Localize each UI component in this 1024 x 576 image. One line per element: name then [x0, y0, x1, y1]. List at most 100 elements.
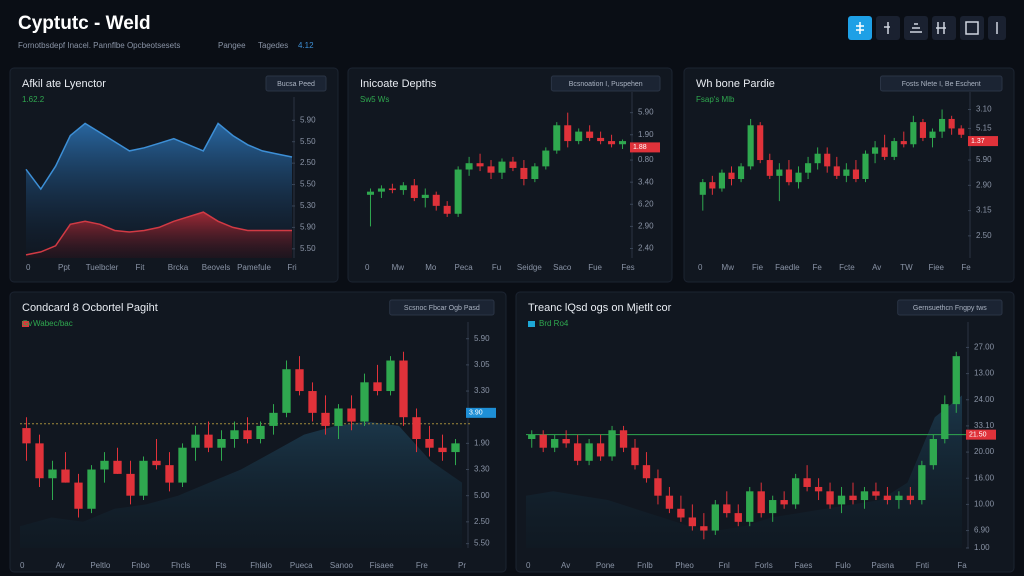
candle-body — [958, 128, 965, 135]
candle-body — [178, 447, 187, 483]
candle-body — [919, 122, 926, 138]
x-tick-label: Av — [56, 561, 65, 570]
candle-body — [709, 182, 716, 189]
panel-button-label: Bcsnoation I, Puspehen — [569, 81, 643, 88]
toolbar — [848, 16, 1006, 40]
panel-button-label: Scsnoc Fbcar Ogb Pasd — [404, 305, 480, 312]
candle-body — [785, 169, 792, 183]
candle-body — [282, 369, 291, 413]
x-tick-label: Fisaee — [370, 561, 395, 570]
x-tick-label: Mw — [392, 263, 405, 272]
panel-button[interactable] — [550, 75, 661, 92]
candle-body — [608, 141, 616, 145]
x-tick-label: Fe — [961, 263, 971, 272]
header-subtitle: 4.12 — [298, 41, 314, 50]
x-tick-label: Seidge — [517, 263, 542, 272]
y-tick-label: 5.90 — [976, 155, 992, 164]
x-tick-label: Fiee — [928, 263, 944, 272]
candle-body — [757, 491, 765, 514]
y-tick-label: 2.40 — [638, 244, 654, 253]
y-tick-label: 2.50 — [474, 517, 490, 526]
x-tick-label: Pueca — [290, 561, 313, 570]
icon — [965, 21, 979, 35]
candle-body — [551, 439, 559, 448]
x-tick-label: Mo — [425, 263, 437, 272]
x-tick-label: Fulo — [835, 561, 851, 570]
x-tick-label: 0 — [698, 263, 703, 272]
y-tick-label: 5.50 — [474, 539, 490, 548]
panel-button[interactable] — [265, 75, 327, 92]
candle-body — [113, 460, 122, 474]
y-tick-label: 10.00 — [974, 500, 995, 509]
candle-body — [100, 460, 109, 470]
panel-button[interactable] — [897, 299, 1003, 316]
candle-body — [596, 443, 605, 457]
x-tick-label: Pone — [596, 561, 615, 570]
panel-button[interactable] — [389, 299, 495, 316]
y-tick-label: 20.00 — [974, 447, 995, 456]
candle-body — [373, 382, 382, 392]
y-tick-label: 6.20 — [638, 199, 654, 208]
candle-body — [87, 469, 96, 509]
price-tag-label: 1.88 — [633, 144, 647, 151]
candle-body — [399, 185, 407, 191]
candle-body — [35, 443, 44, 479]
candle-body — [929, 131, 936, 138]
x-tick-label: Fie — [752, 263, 764, 272]
candle-body — [939, 118, 946, 132]
x-tick-label: Fnlb — [637, 561, 653, 570]
candle-body — [769, 500, 777, 514]
candle-body — [573, 443, 582, 461]
candle-body — [191, 434, 200, 448]
candle-body — [476, 163, 484, 167]
candle-body — [728, 172, 735, 179]
candle-body — [230, 430, 239, 439]
tool-button[interactable] — [960, 16, 984, 40]
candle-body — [438, 447, 447, 453]
candle-body — [165, 465, 174, 483]
legend-swatch — [528, 321, 535, 327]
header-subtitle: Tagedes — [258, 41, 288, 50]
panel-button[interactable] — [880, 75, 1003, 92]
candle-body — [564, 125, 572, 142]
candle-body — [48, 469, 57, 479]
candle-body — [803, 478, 811, 487]
candle-body — [849, 495, 857, 501]
header-subtitle: Fornotbsdepf Inacel. Pannflbe Opcbeotses… — [18, 41, 180, 50]
price-tag-label: 3.90 — [469, 410, 483, 417]
price-tag — [966, 429, 996, 440]
icon — [884, 22, 890, 34]
x-tick-label: Sanoo — [330, 561, 354, 570]
candle-body — [824, 153, 831, 167]
y-tick-label: 5.50 — [300, 180, 316, 189]
legend-label: Gv — [22, 319, 32, 328]
candle-body — [906, 495, 915, 501]
y-tick-label: 2.50 — [976, 231, 992, 240]
x-tick-label: 0 — [20, 561, 25, 570]
candle-body — [654, 478, 662, 496]
x-tick-label: Fe — [812, 263, 822, 272]
x-tick-label: Fri — [287, 263, 297, 272]
candle-body — [61, 469, 70, 483]
candle-body — [597, 137, 605, 142]
candle-body — [929, 439, 937, 466]
y-tick-label: 5.90 — [300, 223, 316, 232]
x-tick-label: Fcte — [839, 263, 855, 272]
y-tick-label: 1.90 — [638, 130, 654, 139]
candle-body — [795, 172, 802, 183]
candle-body — [747, 125, 754, 167]
y-tick-label: 0.80 — [638, 155, 654, 164]
y-tick-label: 24.00 — [974, 395, 995, 404]
app-title: Cyptutc - Weld — [18, 13, 151, 34]
candle-body — [766, 160, 773, 176]
y-tick-label: 6.90 — [974, 526, 990, 535]
y-tick-label: 5.30 — [300, 201, 316, 210]
candle-body — [718, 172, 725, 189]
y-tick-label: 1.90 — [474, 438, 490, 447]
candle-body — [498, 161, 506, 173]
y-tick-label: 5.90 — [474, 334, 490, 343]
candle-body — [487, 166, 495, 173]
x-tick-label: Av — [872, 263, 881, 272]
panel-button-label: Fosts Nlete I, Be Eschent — [902, 81, 981, 88]
candle-body — [217, 439, 226, 448]
